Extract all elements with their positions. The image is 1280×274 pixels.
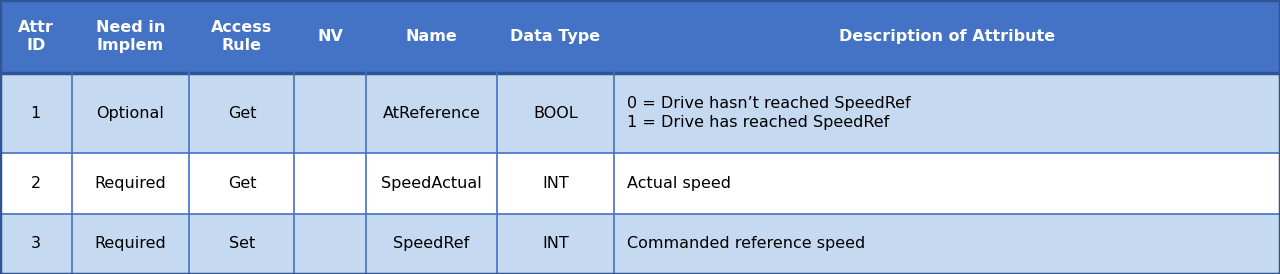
Text: SpeedRef: SpeedRef [393,236,470,251]
Bar [0,153,72,214]
Text: Optional: Optional [96,105,165,121]
Bar [0,0,72,73]
Bar [366,0,497,73]
Bar [497,73,614,153]
Bar [72,73,189,153]
Text: Commanded reference speed: Commanded reference speed [627,236,865,251]
Text: 3: 3 [31,236,41,251]
Bar [614,0,1280,73]
Bar [497,153,614,214]
Bar [294,153,366,214]
Text: Required: Required [95,176,166,191]
Text: NV: NV [317,29,343,44]
Text: Need in
Implem: Need in Implem [96,19,165,53]
Bar [366,214,497,274]
Bar [0,73,72,153]
Text: Actual speed: Actual speed [627,176,731,191]
Bar [294,214,366,274]
Text: Required: Required [95,236,166,251]
Bar [72,153,189,214]
Text: Name: Name [406,29,457,44]
Text: Data Type: Data Type [511,29,600,44]
Bar [294,0,366,73]
Bar [189,0,294,73]
Bar [497,214,614,274]
Text: Access
Rule: Access Rule [211,19,273,53]
Text: 1: 1 [31,105,41,121]
Text: INT: INT [543,176,568,191]
Text: 0 = Drive hasn’t reached SpeedRef
1 = Drive has reached SpeedRef: 0 = Drive hasn’t reached SpeedRef 1 = Dr… [627,96,911,130]
Bar [72,0,189,73]
Text: Set: Set [229,236,255,251]
Bar [294,73,366,153]
Bar [614,153,1280,214]
Bar [189,153,294,214]
Text: Description of Attribute: Description of Attribute [840,29,1055,44]
Text: AtReference: AtReference [383,105,480,121]
Text: Get: Get [228,176,256,191]
Text: 2: 2 [31,176,41,191]
Bar [497,0,614,73]
Bar [614,214,1280,274]
Text: SpeedActual: SpeedActual [381,176,481,191]
Bar [366,153,497,214]
Text: Attr
ID: Attr ID [18,19,54,53]
Bar [72,214,189,274]
Text: INT: INT [543,236,568,251]
Bar [0,214,72,274]
Bar [189,214,294,274]
Bar [189,73,294,153]
Bar [366,73,497,153]
Text: Get: Get [228,105,256,121]
Bar [614,73,1280,153]
Text: BOOL: BOOL [534,105,577,121]
